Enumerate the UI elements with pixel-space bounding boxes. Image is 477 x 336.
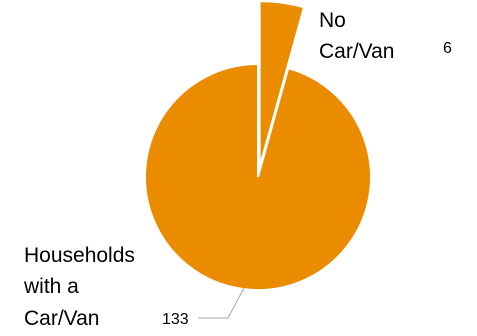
pie-slices — [144, 0, 372, 291]
category-label-households-with-car: Households with a Car/Van — [23, 244, 141, 330]
leader-line-households-with-car — [198, 287, 245, 319]
pie-slice-no-car — [258, 0, 306, 168]
value-label-households-with-car: 133 — [162, 311, 189, 328]
category-label-no-car: No Car/Van — [319, 9, 394, 63]
value-label-no-car: 6 — [443, 40, 452, 57]
pie-slice-households-with-car — [144, 62, 372, 291]
